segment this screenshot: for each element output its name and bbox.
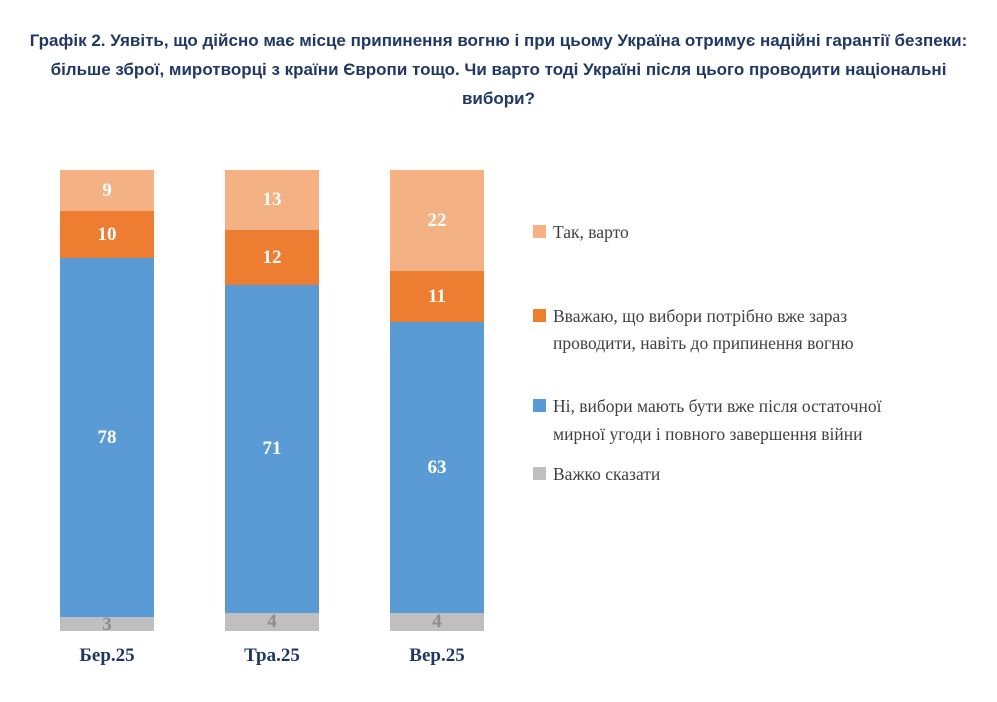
bar-segment: 4 [225,611,319,633]
legend-item: Вважаю, що вибори потрібно вже зараз про… [533,303,923,357]
segment-value-label: 10 [97,224,117,246]
segment-value-label: 4 [267,611,277,633]
plot-area: 9 10 78 3 Бер.25 13 12 71 4 Тра.25 22 11 63 4 Вер.25 [60,170,484,667]
segment-value-label: 71 [262,438,282,460]
bar-segment: 3 [60,613,154,635]
x-axis-label: Бер.25 [79,644,135,666]
legend-marker [533,225,546,238]
legend-label: Важко сказати [553,463,661,484]
legend-label: Ні, вибори мають бути вже після остаточн… [553,396,882,444]
segment-value-label: 63 [427,456,447,478]
segment-value-label: 78 [97,426,117,448]
x-axis-label: Тра.25 [244,644,300,666]
legend-label: Так, варто [553,222,629,242]
segment-value-label: 3 [102,613,112,635]
bar-segment: 78 [60,257,154,618]
x-axis-label: Вер.25 [409,644,465,666]
legend-item: Так, варто [533,219,923,246]
chart-title: Графік 2. Уявіть, що дійсно має місце пр… [29,31,968,109]
segment-value-label: 11 [428,286,446,308]
bar-segment: 10 [60,211,154,258]
bar-column: 22 11 63 4 Вер.25 [390,170,484,667]
bar-column: 13 12 71 4 Тра.25 [225,170,319,667]
bar-segment: 22 [390,170,484,272]
bar-segment: 12 [225,229,319,286]
legend-label: Вважаю, що вибори потрібно вже зараз про… [553,306,854,354]
legend-marker [533,399,546,413]
segment-value-label: 9 [102,180,112,202]
bar-segment: 71 [225,285,319,613]
legend-marker [533,309,546,323]
stacked-bar: 13 12 71 4 [225,170,319,631]
stacked-bar: 22 11 63 4 [390,170,484,631]
legend-item: Ні, вибори мають бути вже після остаточн… [533,393,923,447]
legend: Так, варто Вважаю, що вибори потрібно вже… [533,219,923,488]
bar-segment: 13 [225,170,319,230]
legend-marker [533,466,546,480]
bar-segment: 4 [390,611,484,633]
bar-segment: 63 [390,322,484,613]
legend-item: Важко сказати [533,461,923,488]
segment-value-label: 13 [262,189,282,211]
segment-value-label: 12 [262,247,282,269]
segment-value-label: 4 [432,611,442,633]
bar-column: 9 10 78 3 Бер.25 [60,170,154,667]
segment-value-label: 22 [427,210,447,232]
bar-segment: 11 [390,271,484,323]
bar-segment: 9 [60,170,154,212]
stacked-bar: 9 10 78 3 [60,170,154,635]
